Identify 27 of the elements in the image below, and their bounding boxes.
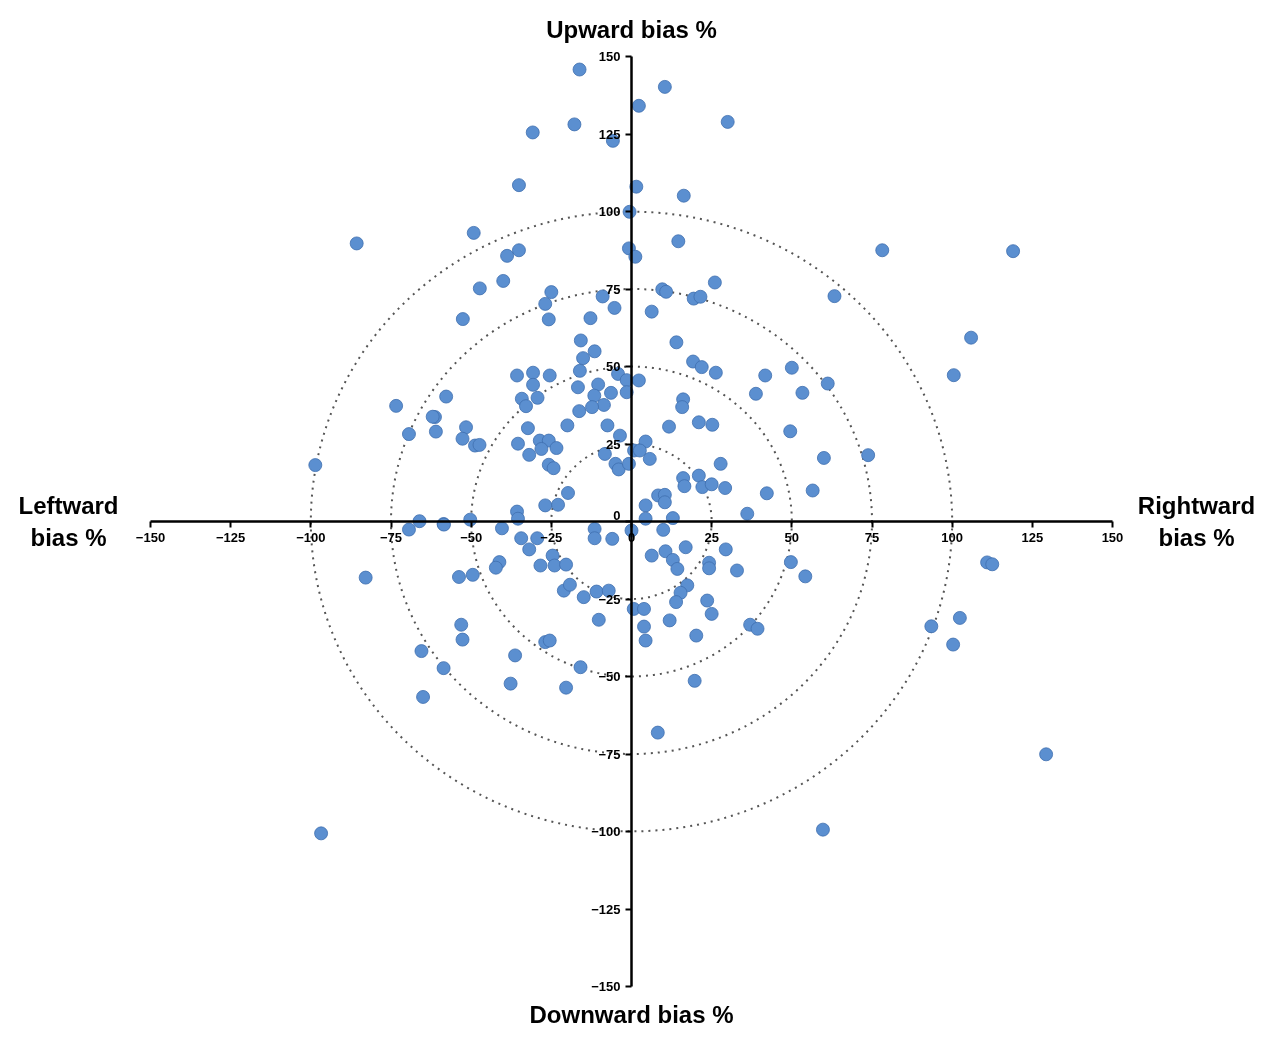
text: Downward bias % [529, 1001, 734, 1028]
y-tick-label: −50 [598, 669, 621, 684]
x-tick-label: −125 [216, 529, 246, 545]
x-tick-label: 25 [704, 529, 719, 545]
x-tick-label: 50 [784, 529, 800, 545]
y-tick-label: −100 [591, 824, 621, 839]
y-tick-label: 125 [598, 126, 621, 142]
text: Upward bias % [546, 16, 717, 43]
y-tick-label: −150 [591, 979, 621, 994]
x-tick-label: −100 [296, 529, 326, 545]
x-tick-label: −150 [135, 529, 166, 545]
x-tick-label: 75 [864, 529, 880, 545]
y-tick-label: −25 [598, 591, 621, 607]
x-tick-label: 150 [1101, 529, 1124, 545]
x-tick-label: −50 [460, 529, 483, 545]
y-tick-label: 150 [598, 49, 621, 64]
y-tick-label: −125 [591, 901, 621, 917]
y-tick-label: 100 [598, 204, 621, 219]
y-tick-label: 75 [606, 281, 621, 297]
text: Rightward bias % [1137, 491, 1256, 552]
text: Leftward bias % [18, 491, 119, 552]
x-tick-label: 100 [941, 529, 964, 545]
y-tick-label: 0 [613, 507, 621, 523]
x-tick-label: −75 [379, 529, 403, 545]
y-tick-label: 25 [606, 436, 621, 452]
x-tick-label: 125 [1021, 529, 1044, 545]
y-tick-label: −75 [598, 746, 621, 762]
